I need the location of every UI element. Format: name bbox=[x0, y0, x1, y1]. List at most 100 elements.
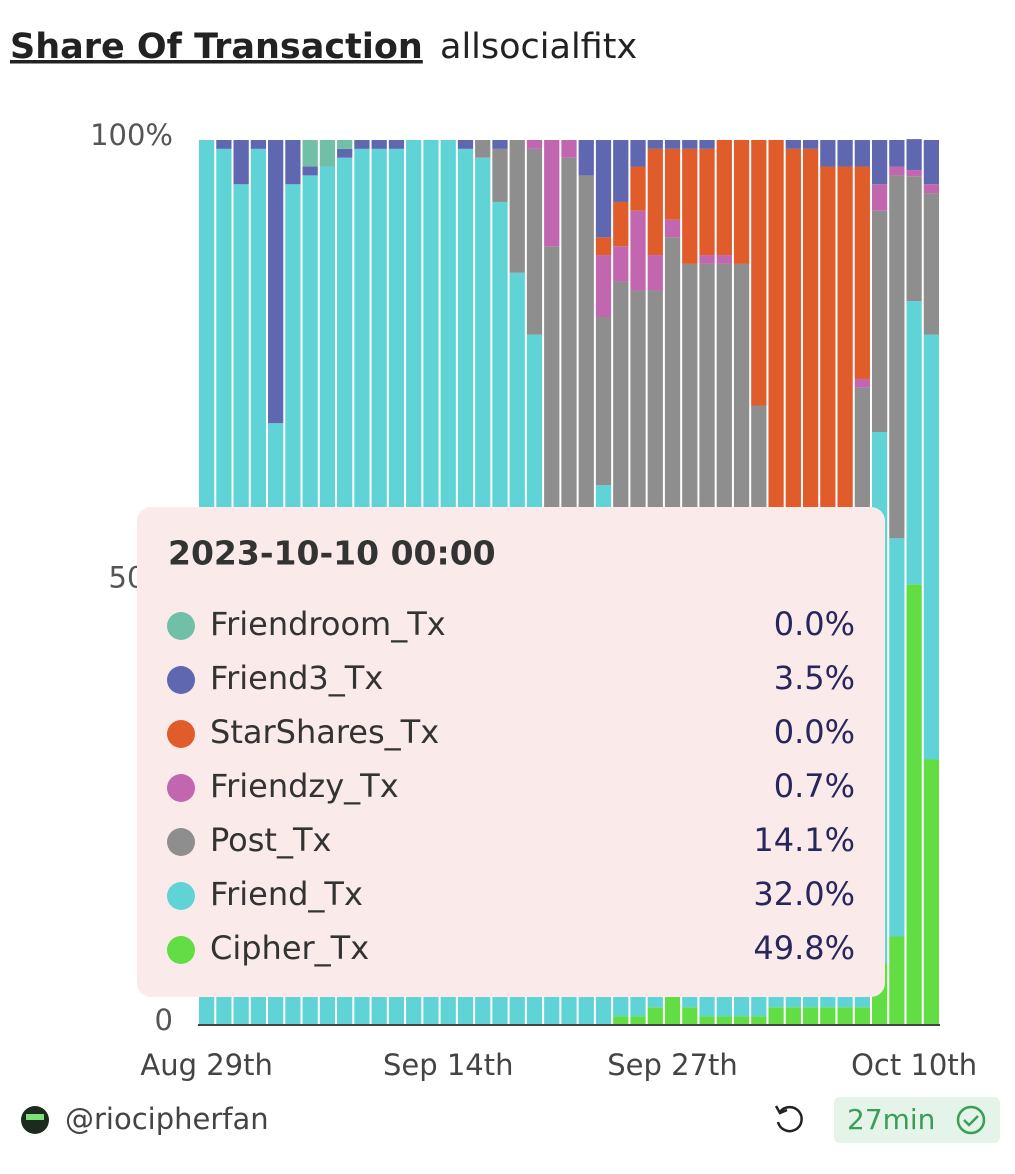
tooltip-series-name: Friend3_Tx bbox=[210, 659, 383, 697]
bar-segment bbox=[785, 1007, 801, 1025]
bar-segment bbox=[751, 140, 767, 406]
bar-segment bbox=[699, 1016, 715, 1025]
chart-title: Share Of Transaction bbox=[10, 27, 423, 67]
bar-segment bbox=[664, 219, 681, 238]
tooltip-box bbox=[137, 507, 885, 997]
bar-segment bbox=[526, 140, 543, 149]
bar-segment bbox=[337, 140, 353, 149]
avatar-glasses bbox=[26, 1114, 44, 1120]
bar-segment bbox=[630, 166, 646, 211]
bar-segment bbox=[889, 936, 905, 1025]
bar-segment bbox=[837, 140, 853, 167]
bar-segment bbox=[475, 140, 491, 158]
bar-segment bbox=[630, 210, 646, 291]
refresh-icon[interactable] bbox=[776, 1105, 803, 1133]
bar-segment bbox=[682, 148, 698, 264]
y-tick-label: 100% bbox=[90, 118, 173, 152]
bar-segment bbox=[630, 1016, 646, 1025]
tooltip-swatch bbox=[167, 666, 195, 694]
bar-segment bbox=[889, 140, 905, 167]
bar-segment bbox=[613, 246, 629, 282]
bar-segment bbox=[820, 1007, 836, 1025]
bar-segment bbox=[388, 140, 405, 149]
bar-segment bbox=[716, 255, 732, 264]
tooltip-series-name: Friendzy_Tx bbox=[210, 767, 399, 805]
bar-segment bbox=[682, 1007, 698, 1025]
tooltip-swatch bbox=[167, 936, 195, 964]
bar-segment bbox=[647, 1007, 663, 1025]
bar-segment bbox=[664, 148, 681, 220]
tooltip-swatch bbox=[167, 612, 195, 640]
tooltip-value: 14.1% bbox=[753, 821, 855, 859]
bar-segment bbox=[785, 140, 801, 149]
tooltip-title: 2023-10-10 00:00 bbox=[168, 534, 496, 573]
bar-segment bbox=[216, 140, 232, 149]
x-tick-label: Sep 14th bbox=[383, 1048, 514, 1082]
bar-segment bbox=[854, 166, 870, 379]
bar-segment bbox=[233, 140, 249, 185]
bar-segment bbox=[906, 170, 922, 177]
bar-segment bbox=[906, 584, 922, 1025]
bar-segment bbox=[716, 140, 732, 256]
bar-segment bbox=[871, 140, 888, 185]
tooltip-value: 3.5% bbox=[774, 659, 855, 697]
bar-segment bbox=[578, 140, 594, 176]
bar-segment bbox=[302, 166, 318, 176]
bar-segment bbox=[647, 148, 663, 256]
bar-segment bbox=[509, 140, 525, 273]
chart-subtitle: allsocialfitx bbox=[440, 27, 637, 67]
bar-segment bbox=[595, 317, 612, 486]
bar-segment bbox=[751, 1016, 767, 1025]
tooltip-series-name: Post_Tx bbox=[210, 821, 331, 859]
bar-segment bbox=[733, 1016, 750, 1025]
bar-segment bbox=[923, 184, 939, 194]
bar-segment bbox=[682, 140, 698, 149]
bar-segment bbox=[768, 1007, 784, 1025]
tooltip-value: 0.7% bbox=[774, 767, 855, 805]
bar-segment bbox=[889, 175, 905, 539]
bar-segment bbox=[906, 301, 922, 585]
bar-segment bbox=[664, 989, 681, 1025]
bar-segment bbox=[699, 140, 715, 149]
bar-segment bbox=[923, 334, 939, 760]
tooltip-swatch bbox=[167, 774, 195, 802]
bar-segment bbox=[595, 255, 612, 317]
bar-segment bbox=[302, 140, 318, 167]
y-tick-label: 0 bbox=[155, 1003, 173, 1037]
bar-segment bbox=[854, 1007, 870, 1025]
bar-segment bbox=[561, 140, 577, 158]
bar-segment bbox=[820, 140, 836, 167]
bar-segment bbox=[802, 1007, 819, 1025]
bar-segment bbox=[285, 140, 301, 185]
bar-segment bbox=[647, 140, 663, 149]
bar-segment bbox=[250, 140, 267, 149]
bar-segment bbox=[630, 140, 646, 167]
bar-segment bbox=[733, 140, 750, 264]
tooltip-series-name: Friend_Tx bbox=[210, 875, 363, 913]
verified-icon bbox=[956, 1105, 986, 1135]
bar-segment bbox=[492, 148, 508, 202]
bar-segment bbox=[871, 210, 888, 433]
tooltip-value: 49.8% bbox=[753, 929, 855, 967]
bar-segment bbox=[871, 184, 888, 211]
tooltip-series-name: Friendroom_Tx bbox=[210, 605, 446, 643]
bar-segment bbox=[647, 255, 663, 291]
bar-segment bbox=[889, 538, 905, 937]
x-tick-label: Oct 10th bbox=[851, 1048, 977, 1082]
bar-segment bbox=[906, 176, 922, 302]
bar-segment bbox=[923, 759, 939, 1025]
bar-segment bbox=[371, 140, 387, 149]
footer-user: @riocipherfan bbox=[65, 1102, 269, 1136]
bar-segment bbox=[854, 140, 870, 167]
bar-segment bbox=[699, 148, 715, 256]
refresh-arrow bbox=[774, 1105, 788, 1115]
footer: @riocipherfan 27min bbox=[21, 1097, 1000, 1143]
bar-segment bbox=[526, 148, 543, 335]
tooltip-swatch bbox=[167, 882, 195, 910]
tooltip: 2023-10-10 00:00 Friendroom_Tx 0.0% Friend… bbox=[137, 507, 885, 997]
bar-segment bbox=[595, 140, 612, 238]
verified-check bbox=[963, 1115, 979, 1127]
tooltip-swatch bbox=[167, 720, 195, 748]
